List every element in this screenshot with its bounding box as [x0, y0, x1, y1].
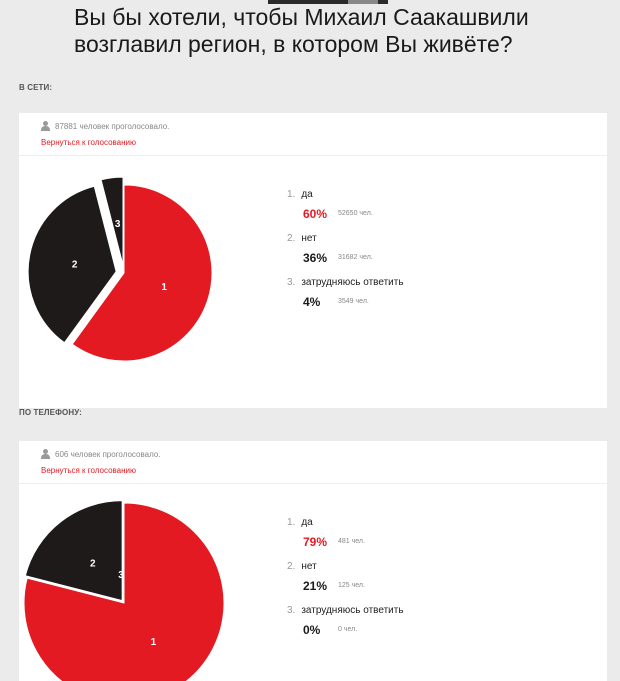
section-label-online: В СЕТИ: — [19, 83, 53, 92]
pie-slice-1 — [23, 502, 225, 681]
voted-count: 87881 человек проголосовало. — [41, 121, 169, 131]
result-percent: 0% — [303, 623, 321, 637]
result-label: 2. нет — [287, 233, 317, 244]
result-percent: 36% — [303, 251, 328, 265]
result-label: 3. затрудняюсь ответить — [287, 605, 404, 616]
section-label-phone: ПО ТЕЛЕФОНУ: — [19, 408, 82, 417]
article-photo-edge — [268, 0, 388, 4]
result-percent: 60% — [303, 207, 328, 221]
result-count: 0 чел. — [338, 626, 358, 633]
voted-text: 87881 человек проголосовало. — [55, 121, 170, 131]
pie-slice-1 — [71, 184, 213, 362]
result-label: 1. да — [287, 189, 313, 200]
result-percent: 79% — [303, 535, 328, 549]
result-count: 3549 чел. — [338, 298, 369, 305]
back-to-voting-link[interactable]: Вернуться к голосованию — [41, 138, 137, 147]
pie-slice-label-2: 2 — [72, 260, 78, 271]
pie-slice-label-2: 2 — [90, 559, 96, 570]
back-to-voting-link[interactable]: Вернуться к голосованию — [41, 466, 137, 475]
pie-slice-label-3: 3 — [118, 570, 124, 581]
pie-slice-3 — [100, 176, 124, 266]
voted-text: 606 человек проголосовало. — [55, 449, 161, 459]
pie-slice-label-1: 1 — [161, 282, 167, 293]
result-label: 1. да — [287, 517, 313, 528]
pie-slice-2 — [27, 185, 117, 344]
result-label: 2. нет — [287, 561, 317, 572]
poll-card-phone: 1 2 3 606 человек проголосовало. Вернуться… — [19, 441, 607, 681]
result-percent: 4% — [303, 295, 321, 309]
user-icon — [41, 121, 50, 131]
result-count: 125 чел. — [338, 582, 365, 589]
pie-chart-online: 1 2 3 — [27, 176, 213, 362]
result-count: 481 чел. — [338, 538, 365, 545]
pie-slice-label-3: 3 — [115, 219, 121, 230]
user-icon — [41, 449, 50, 459]
result-percent: 21% — [303, 579, 328, 593]
pie-slice-2 — [24, 500, 123, 602]
poll-question: Вы бы хотели, чтобы Михаил Саакашвили во… — [74, 4, 529, 57]
poll-card-header: 87881 человек проголосовало. Вернуться к… — [19, 113, 607, 156]
pie-slice-label-1: 1 — [151, 637, 157, 648]
poll-card-header: 606 человек проголосовало. Вернуться к г… — [19, 441, 607, 484]
result-count: 52650 чел. — [338, 210, 373, 217]
voted-count: 606 человек проголосовало. — [41, 449, 161, 459]
poll-card-online: 1 2 3 87881 человек проголосовало. Вернуть… — [19, 113, 607, 408]
result-count: 31682 чел. — [338, 254, 373, 261]
pie-chart-phone: 1 2 3 — [23, 500, 225, 681]
result-label: 3. затрудняюсь ответить — [287, 277, 404, 288]
